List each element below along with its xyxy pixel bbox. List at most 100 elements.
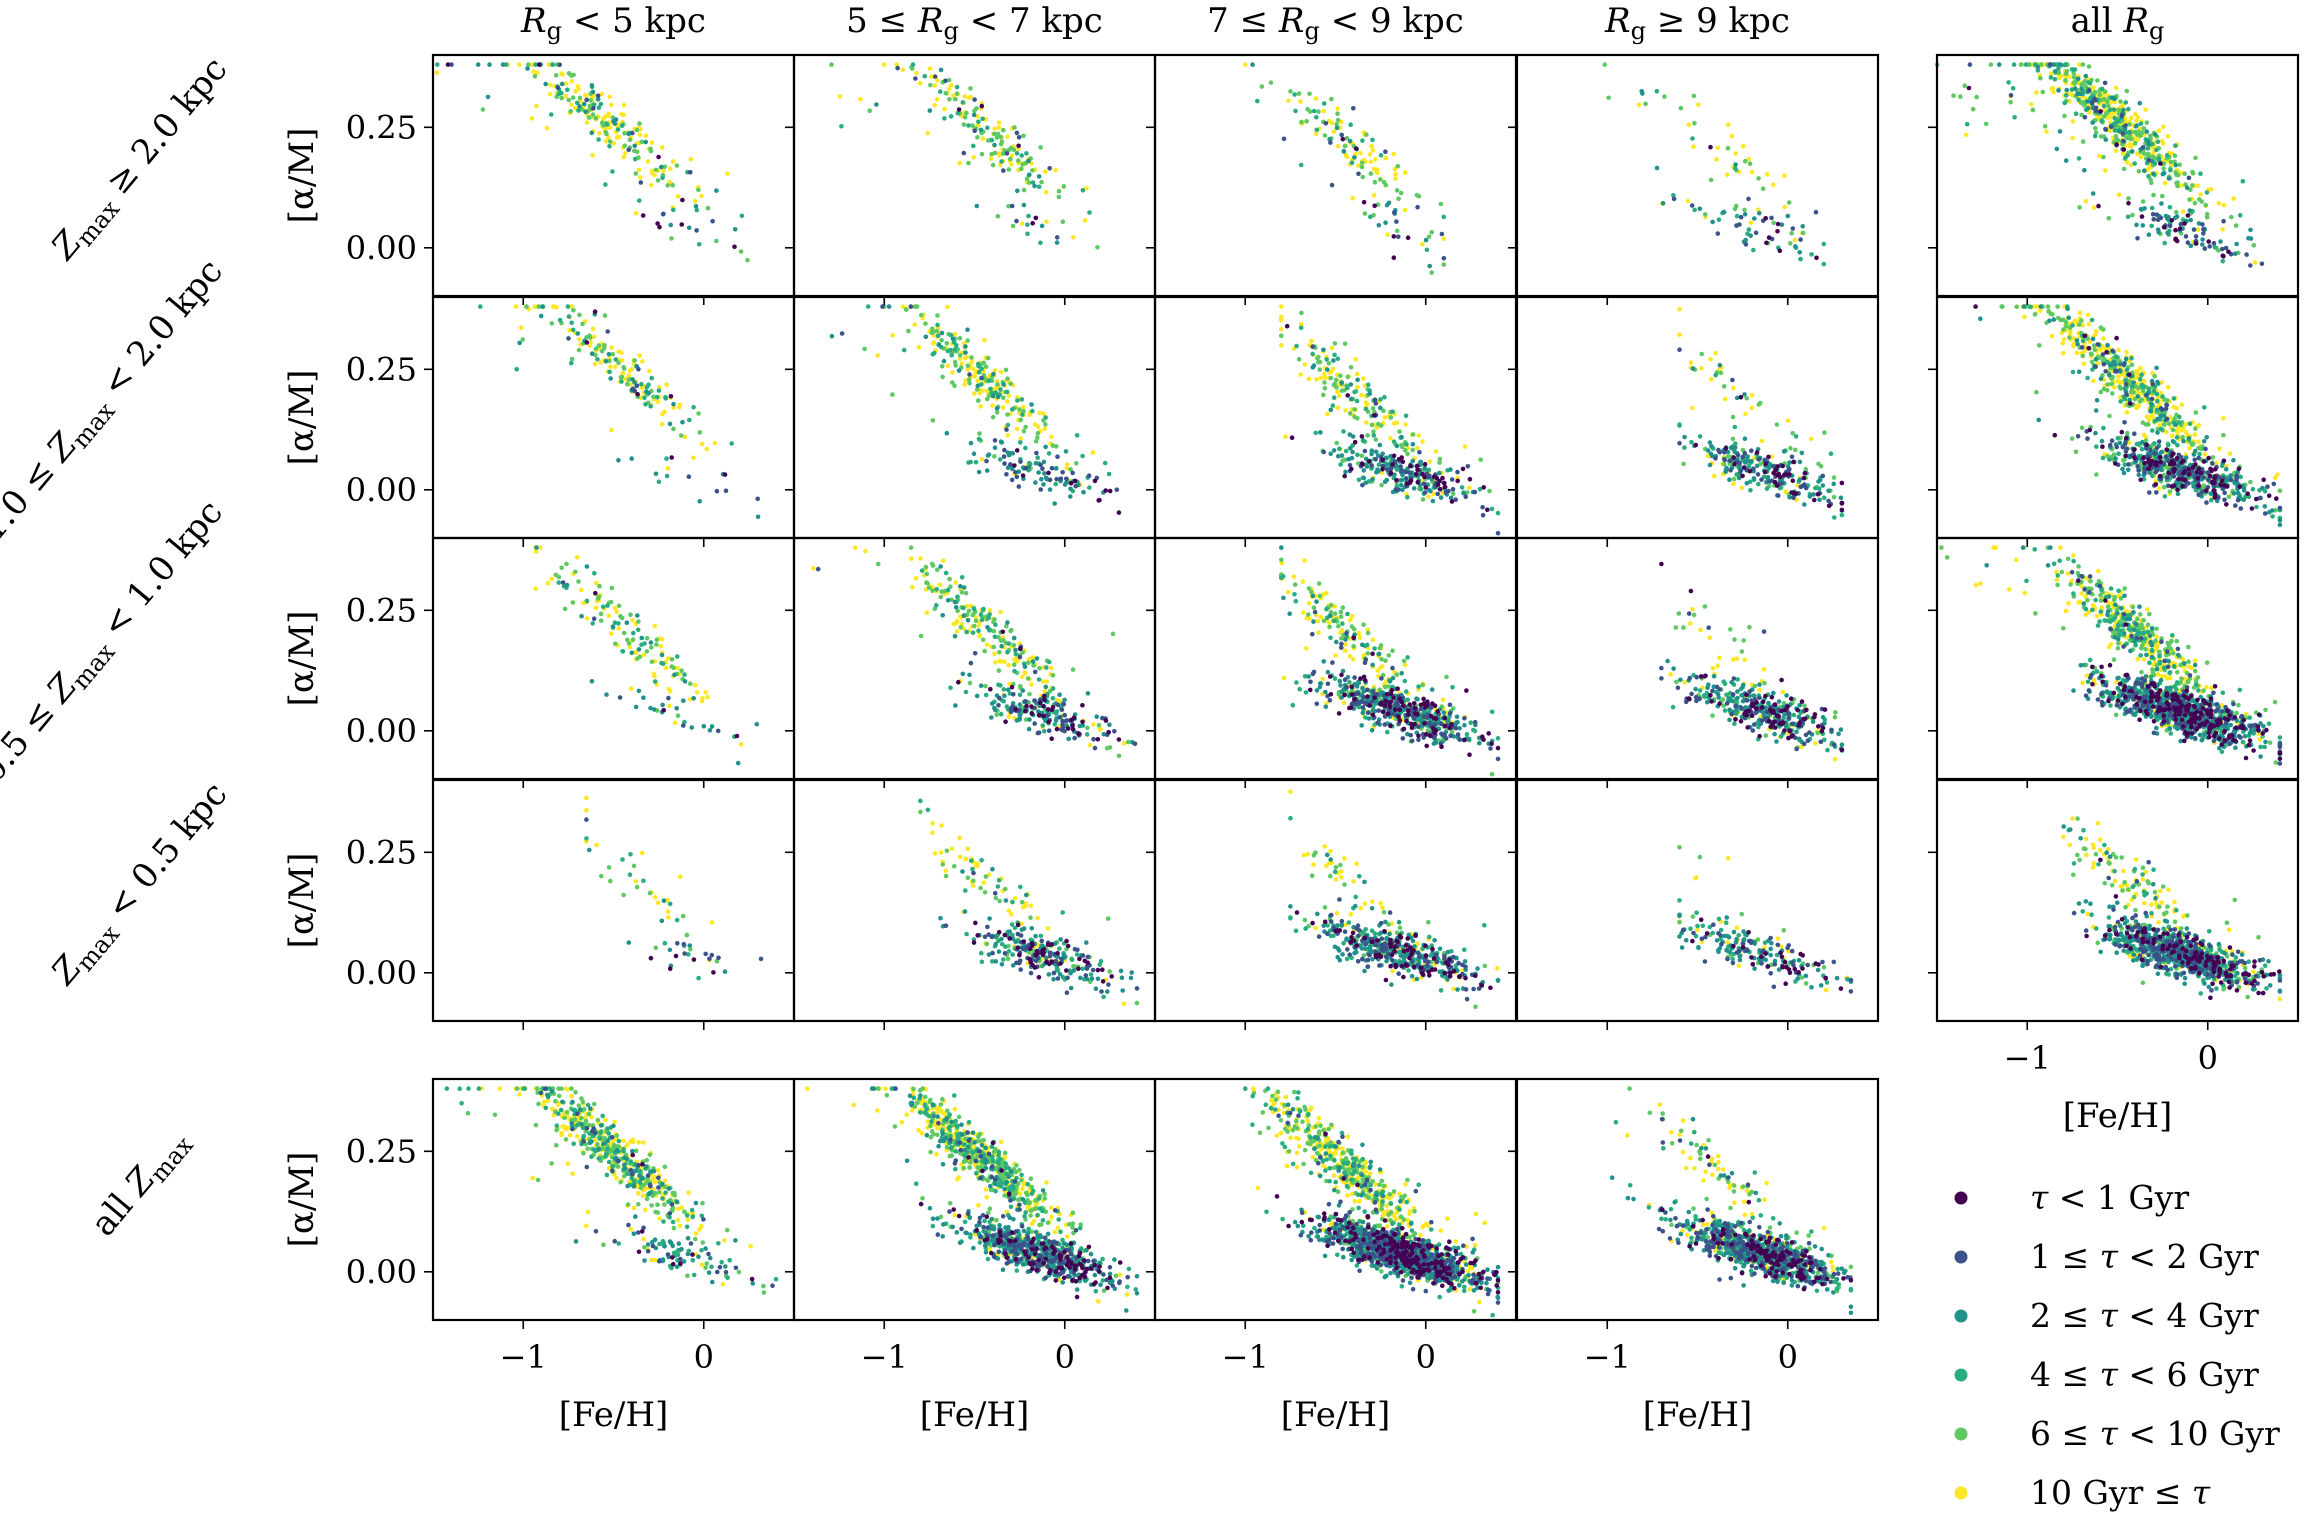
- data-point: [972, 391, 977, 396]
- data-point: [734, 733, 740, 739]
- data-point: [1107, 722, 1112, 727]
- data-point: [2250, 486, 2256, 492]
- data-point: [610, 624, 616, 629]
- data-point: [2154, 212, 2160, 217]
- data-point: [666, 703, 672, 709]
- data-point: [592, 309, 598, 315]
- data-point: [956, 368, 962, 373]
- data-point: [1728, 468, 1733, 473]
- data-point: [695, 690, 700, 695]
- data-point: [2070, 323, 2075, 328]
- data-point: [931, 340, 937, 345]
- data-point: [1041, 713, 1046, 719]
- data-point: [1071, 235, 1076, 240]
- data-point: [566, 314, 572, 319]
- data-point: [2147, 490, 2152, 495]
- data-point: [2113, 456, 2118, 461]
- data-point: [584, 120, 590, 125]
- scatter-panel-1-4: [1973, 304, 2283, 528]
- data-point: [994, 712, 999, 717]
- data-point: [609, 427, 614, 433]
- data-point: [1066, 736, 1071, 742]
- data-point: [668, 394, 674, 399]
- data-point: [2123, 382, 2129, 387]
- data-point: [1722, 396, 1728, 402]
- data-point: [1114, 487, 1120, 493]
- data-point: [2155, 399, 2160, 404]
- data-point: [2139, 372, 2144, 378]
- data-point: [2157, 422, 2163, 428]
- data-point: [1730, 436, 1736, 442]
- data-point: [1741, 465, 1747, 470]
- data-point: [2048, 311, 2054, 317]
- data-point: [935, 78, 940, 83]
- data-point: [1331, 358, 1336, 363]
- data-point: [1355, 452, 1360, 458]
- data-point: [862, 346, 867, 352]
- data-point: [1331, 129, 1337, 134]
- data-point: [2131, 380, 2136, 385]
- data-point: [1455, 469, 1460, 475]
- data-point: [626, 147, 631, 153]
- data-point: [693, 203, 699, 209]
- scatter-panel-2-1: [811, 545, 1138, 759]
- data-point: [435, 62, 440, 67]
- data-point: [655, 221, 660, 226]
- data-point: [616, 349, 621, 354]
- data-point: [1021, 404, 1026, 410]
- data-point: [1831, 475, 1837, 480]
- data-point: [2171, 467, 2176, 472]
- data-point: [1462, 444, 1468, 449]
- data-point: [989, 715, 994, 720]
- data-point: [996, 125, 1002, 130]
- data-point: [2211, 240, 2217, 246]
- data-point: [1279, 557, 1284, 563]
- data-point: [2100, 444, 2105, 450]
- data-point: [1731, 385, 1736, 391]
- data-point: [2126, 106, 2131, 112]
- data-point: [1802, 470, 1808, 476]
- data-point: [2154, 407, 2160, 413]
- data-point: [1022, 664, 1028, 669]
- data-point: [1286, 98, 1291, 103]
- data-point: [2057, 129, 2063, 134]
- data-point: [1006, 714, 1012, 720]
- data-point: [1391, 439, 1397, 445]
- data-point: [600, 122, 606, 128]
- data-point: [1450, 685, 1455, 690]
- data-point: [999, 440, 1005, 445]
- data-point: [1999, 304, 2004, 309]
- data-point: [1373, 401, 1379, 406]
- data-point: [632, 156, 638, 162]
- data-point: [603, 182, 608, 187]
- data-point: [2231, 457, 2236, 463]
- data-point: [1002, 461, 1007, 466]
- data-point: [1279, 315, 1284, 321]
- data-point: [978, 404, 983, 409]
- data-point: [1839, 512, 1845, 518]
- data-point: [1329, 96, 1334, 102]
- data-point: [620, 649, 626, 654]
- data-point: [1018, 459, 1023, 464]
- data-point: [1015, 398, 1020, 403]
- data-point: [930, 418, 936, 423]
- data-point: [986, 378, 992, 383]
- data-point: [1020, 473, 1026, 478]
- data-point: [1343, 469, 1348, 475]
- data-point: [2121, 107, 2126, 113]
- data-point: [956, 107, 962, 112]
- data-point: [584, 97, 589, 103]
- data-point: [1087, 485, 1092, 490]
- data-point: [526, 62, 531, 67]
- data-point: [1306, 376, 1312, 382]
- data-point: [910, 584, 915, 590]
- data-point: [1355, 416, 1360, 421]
- data-point: [559, 95, 564, 101]
- data-point: [2129, 384, 2135, 390]
- data-point: [445, 62, 451, 67]
- data-point: [1341, 148, 1347, 154]
- data-point: [1962, 83, 1968, 88]
- data-point: [999, 643, 1004, 649]
- data-point: [2114, 142, 2119, 147]
- data-point: [1399, 434, 1404, 440]
